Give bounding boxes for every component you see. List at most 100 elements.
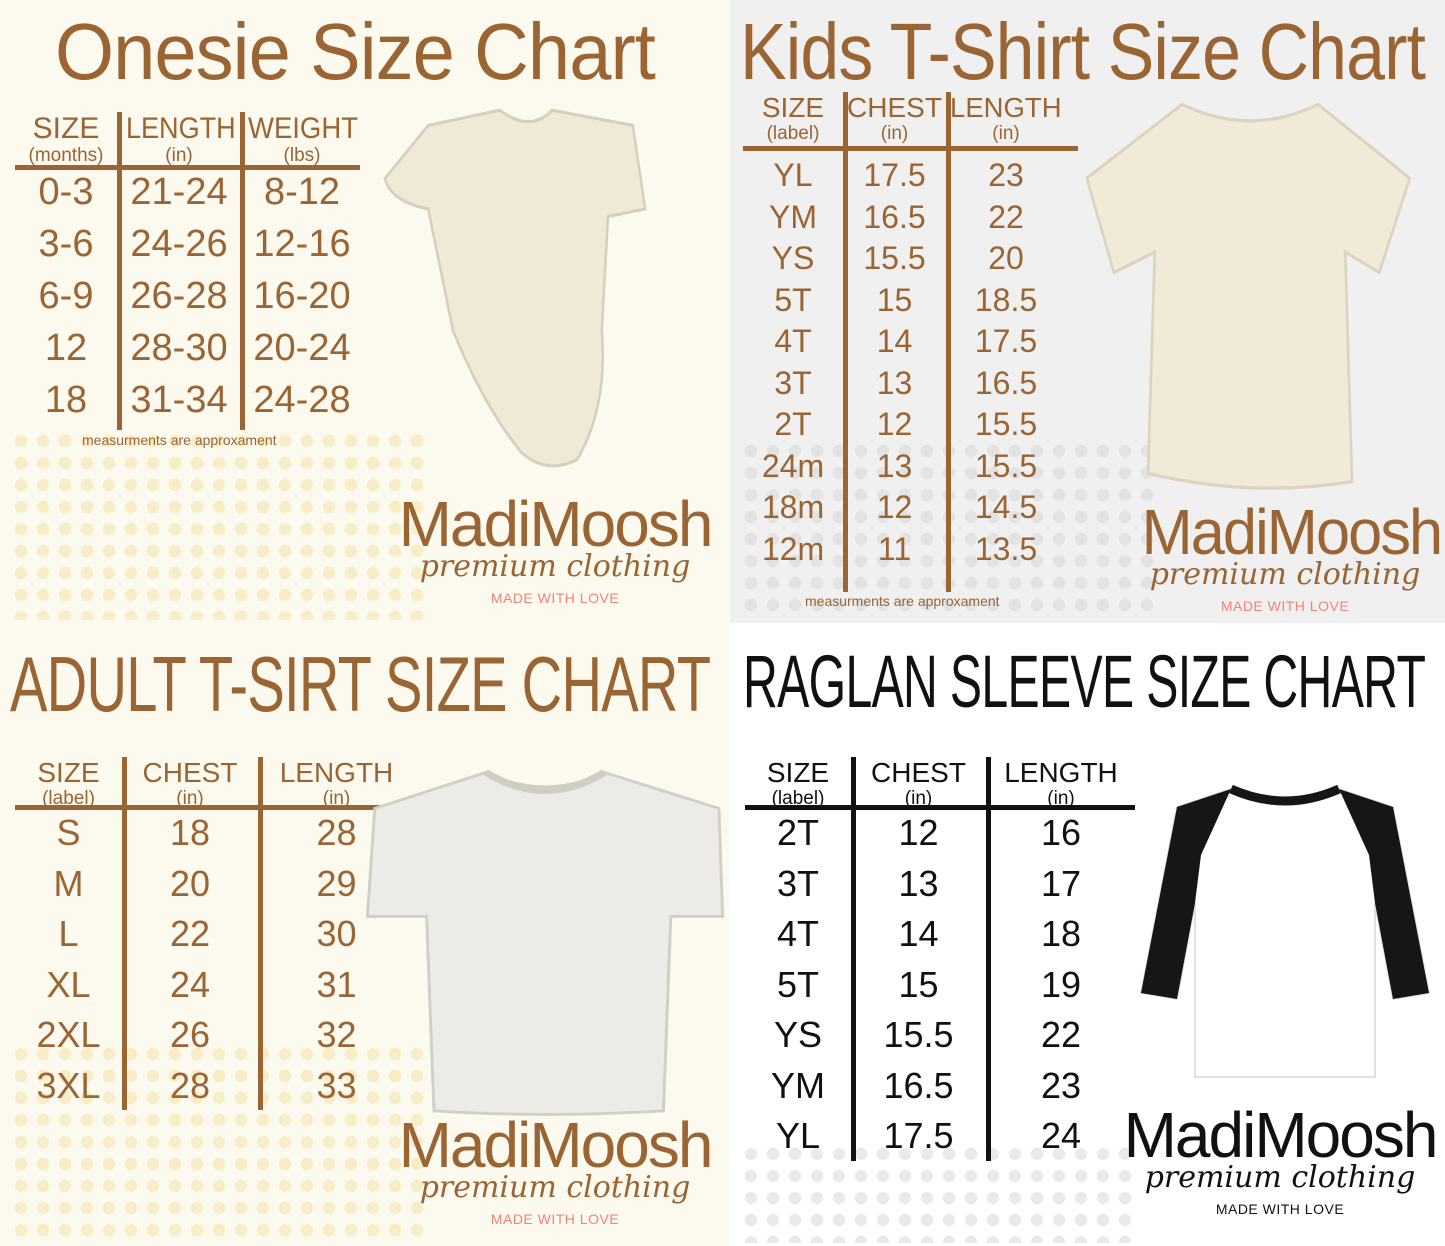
brand-slogan: MADE WITH LOVE bbox=[490, 1211, 620, 1227]
table-cell: 3T bbox=[776, 862, 819, 904]
chart-title: RAGLAN SLEEVE SIZE CHART bbox=[743, 640, 1426, 723]
column-divider bbox=[843, 92, 848, 592]
onesie-image bbox=[383, 108, 647, 468]
table-cell: XL bbox=[46, 963, 91, 1005]
table-cell: 24 bbox=[1040, 1115, 1082, 1156]
header-divider bbox=[743, 146, 1078, 151]
brand-name: MadiMoosh bbox=[398, 488, 714, 560]
column-header: LENGTH (in) bbox=[120, 112, 238, 166]
column-header-label: SIZE bbox=[37, 757, 100, 788]
table-cell: L bbox=[58, 913, 79, 954]
table-cell: 16.5 bbox=[863, 198, 926, 235]
table-cell: 22 bbox=[1040, 1014, 1082, 1055]
halftone-dots bbox=[10, 1043, 430, 1243]
table-cell: 22 bbox=[988, 198, 1024, 235]
table-cell: 12m bbox=[761, 530, 825, 567]
table-cell: M bbox=[53, 862, 84, 904]
table-cell: 17.5 bbox=[883, 1115, 954, 1156]
table-cell: 15 bbox=[898, 963, 939, 1005]
column-header: LENGTH (in) bbox=[986, 757, 1136, 809]
table-cell: S bbox=[56, 812, 81, 853]
table-cell: 20 bbox=[988, 240, 1024, 276]
table-cell: 12 bbox=[898, 812, 939, 853]
table-cell: 32 bbox=[316, 1014, 357, 1055]
raglan-shirt-image bbox=[1139, 784, 1431, 1078]
brand-tagline: premium clothing bbox=[1149, 557, 1421, 592]
column-header: LENGTH (in) bbox=[946, 92, 1066, 144]
table-cell: 16-20 bbox=[253, 275, 351, 317]
column-header-label: SIZE bbox=[761, 92, 825, 123]
column-header: CHEST (in) bbox=[122, 757, 258, 809]
table-cell: 28 bbox=[316, 812, 357, 853]
table-cell: 18m bbox=[761, 489, 825, 525]
table-cell: 2T bbox=[776, 812, 819, 853]
table-cell: 29 bbox=[316, 862, 357, 904]
kids-tshirt-panel: Kids T-Shirt Size Chart SIZE (label) CHEST(… bbox=[730, 0, 1445, 623]
kids-tshirt-image bbox=[1085, 102, 1412, 490]
brand-name: MadiMoosh bbox=[1123, 1099, 1439, 1171]
table-cell: 28 bbox=[169, 1064, 211, 1106]
column-header-unit: (in) bbox=[176, 788, 204, 809]
table-cell: 13 bbox=[876, 364, 913, 401]
column-divider bbox=[946, 92, 951, 592]
table-cell: 4T bbox=[774, 323, 812, 359]
table-cell: 15.5 bbox=[863, 240, 926, 276]
table-cell: 12 bbox=[44, 327, 88, 369]
table-cell: 6-9 bbox=[38, 275, 94, 317]
column-header-unit: (months) bbox=[28, 145, 104, 166]
table-cell: 15.5 bbox=[974, 406, 1038, 442]
raglan-panel: RAGLAN SLEEVE SIZE CHART SIZE (label) CHEST… bbox=[730, 623, 1445, 1246]
halftone-dots bbox=[10, 430, 430, 620]
brand-logo: MadiMoosh premium clothing MADE WITH LOVE bbox=[1135, 500, 1444, 614]
table-cell: 11 bbox=[877, 530, 912, 567]
table-cell: 12-16 bbox=[253, 223, 351, 265]
column-header-unit: (lbs) bbox=[283, 145, 321, 166]
table-cell: 18 bbox=[169, 812, 211, 853]
column-header-unit: (label) bbox=[766, 123, 820, 144]
column-header-unit: (label) bbox=[42, 788, 95, 809]
table-cell: 5T bbox=[774, 281, 812, 318]
table-cell: 0-3 bbox=[38, 171, 94, 213]
column-header-label: LENGTH bbox=[1004, 757, 1118, 788]
table-cell: 5T bbox=[776, 963, 819, 1005]
table-cell: 31-34 bbox=[130, 379, 228, 421]
column-header: CHEST (in) bbox=[851, 757, 986, 809]
column-header-unit: (label) bbox=[771, 788, 825, 809]
column-header-unit: (in) bbox=[904, 788, 933, 809]
table-cell: 30 bbox=[316, 913, 357, 954]
table-cell: 20-24 bbox=[253, 327, 351, 369]
table-cell: 3-6 bbox=[38, 223, 94, 265]
chart-title: Kids T-Shirt Size Chart bbox=[740, 7, 1426, 96]
table-cell: 16 bbox=[1040, 812, 1082, 853]
column-header-unit: (in) bbox=[992, 123, 1020, 144]
table-cell: 23 bbox=[1040, 1064, 1082, 1106]
table-cell: 14.5 bbox=[974, 489, 1038, 525]
brand-name: MadiMoosh bbox=[1141, 496, 1444, 568]
column-divider bbox=[122, 757, 127, 1110]
column-header-label: CHEST bbox=[142, 757, 238, 788]
column-header-label: LENGTH bbox=[279, 757, 394, 788]
halftone-dots bbox=[740, 1143, 1140, 1243]
table-cell: 14 bbox=[876, 323, 913, 359]
adult-tshirt-image bbox=[365, 769, 725, 1116]
column-header-label: SIZE bbox=[32, 112, 100, 145]
brand-slogan: MADE WITH LOVE bbox=[1215, 1201, 1345, 1217]
brand-name: MadiMoosh bbox=[398, 1109, 714, 1181]
table-cell: 20 bbox=[169, 862, 211, 904]
brand-logo: MadiMoosh premium clothing MADE WITH LOVE bbox=[385, 492, 725, 606]
table-cell: YM bbox=[769, 198, 817, 235]
table-cell: 2XL bbox=[36, 1014, 101, 1055]
onesie-panel: Onesie Size Chart SIZE (months) LENGTH (in) W… bbox=[0, 0, 730, 623]
table-cell: 4T bbox=[776, 913, 819, 954]
table-cell: 24 bbox=[169, 963, 211, 1005]
brand-logo: MadiMoosh premium clothing MADE WITH LOVE bbox=[1115, 1103, 1445, 1217]
table-cell: 2T bbox=[774, 406, 812, 442]
column-header-unit: (in) bbox=[165, 145, 193, 166]
table-cell: 31 bbox=[316, 963, 357, 1005]
table-cell: YS bbox=[771, 240, 815, 276]
table-cell: 26 bbox=[169, 1014, 211, 1055]
table-cell: YL bbox=[775, 1115, 821, 1156]
header-divider bbox=[745, 805, 1135, 810]
table-cell: 33 bbox=[316, 1064, 357, 1106]
table-cell: 17 bbox=[1040, 862, 1082, 904]
